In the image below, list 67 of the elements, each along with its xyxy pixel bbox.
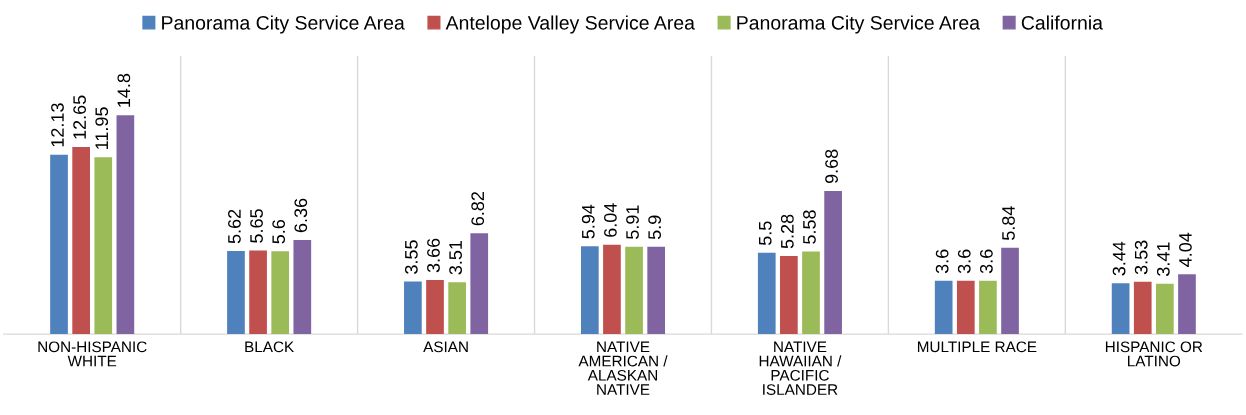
bar — [603, 244, 621, 335]
x-tick-label: NON-HISPANIC WHITE — [38, 341, 147, 367]
bar — [249, 250, 267, 335]
bar — [956, 280, 975, 335]
data-label: 5.28 — [780, 214, 794, 249]
x-tick-label: MULTIPLE RACE — [917, 341, 1037, 353]
x-tick-label: BLACK — [245, 341, 295, 353]
bar — [625, 246, 643, 335]
data-label: 5.94 — [581, 204, 595, 239]
data-label: 5.65 — [250, 209, 263, 243]
bar — [116, 115, 135, 335]
bar — [780, 255, 798, 335]
data-label: 6.82 — [471, 192, 485, 226]
x-tick-label: NATIVE AMERICAN / ALASKAN NATIVE — [578, 341, 668, 395]
data-label: 5.6 — [272, 219, 286, 244]
data-label: 6.04 — [604, 203, 617, 237]
data-label: 3.6 — [935, 249, 949, 274]
data-label: 12.13 — [51, 103, 64, 147]
x-tick-label: HISPANIC OR LATINO — [1105, 341, 1203, 367]
bar — [271, 251, 290, 335]
bar — [1133, 281, 1152, 335]
data-label: 11.95 — [95, 107, 109, 149]
x-tick-label: NATIVE HAWAIIAN / PACIFIC ISLANDER — [759, 341, 842, 395]
data-label: 14.8 — [117, 73, 131, 107]
data-label: 5.9 — [648, 215, 662, 240]
bar — [50, 154, 68, 335]
bar — [404, 281, 422, 335]
x-tick-label: ASIAN — [423, 341, 468, 353]
data-label: 5.58 — [803, 210, 816, 244]
data-label: 4.04 — [1179, 232, 1192, 267]
data-label: 3.53 — [1134, 240, 1148, 275]
bar — [647, 246, 666, 335]
legend-label: Panorama City Service Area — [737, 15, 981, 34]
data-label: 3.44 — [1112, 241, 1126, 276]
data-label: 3.41 — [1156, 242, 1170, 276]
bar — [979, 280, 997, 335]
legend-label: Panorama City Service Area — [162, 15, 405, 34]
bar — [934, 280, 953, 335]
bar — [94, 157, 113, 335]
bar — [757, 252, 776, 335]
data-label: 3.66 — [427, 238, 440, 273]
bar — [824, 190, 842, 335]
data-label: 9.68 — [825, 149, 838, 184]
data-label: 5.5 — [759, 221, 772, 246]
data-label: 3.6 — [957, 249, 971, 274]
bar — [293, 239, 312, 335]
data-label: 5.84 — [1002, 206, 1015, 241]
data-label: 3.55 — [404, 240, 418, 274]
legend-label: California — [1021, 15, 1103, 30]
bar — [1178, 274, 1196, 335]
data-label: 6.36 — [294, 198, 308, 233]
legend-label: Antelope Valley Service Area — [445, 15, 695, 34]
bar — [580, 246, 599, 335]
bar — [1001, 247, 1019, 335]
data-label: 5.91 — [626, 205, 639, 239]
bar — [448, 282, 466, 335]
bar — [1111, 283, 1130, 335]
data-label: 3.6 — [979, 249, 993, 274]
data-label: 3.51 — [449, 240, 462, 275]
bar — [1156, 283, 1174, 335]
data-label: 5.62 — [228, 209, 241, 244]
bar — [470, 233, 489, 335]
data-label: 12.65 — [73, 95, 86, 139]
bar — [227, 250, 245, 335]
bar — [426, 279, 444, 335]
bar — [802, 251, 820, 335]
bar — [72, 146, 90, 335]
